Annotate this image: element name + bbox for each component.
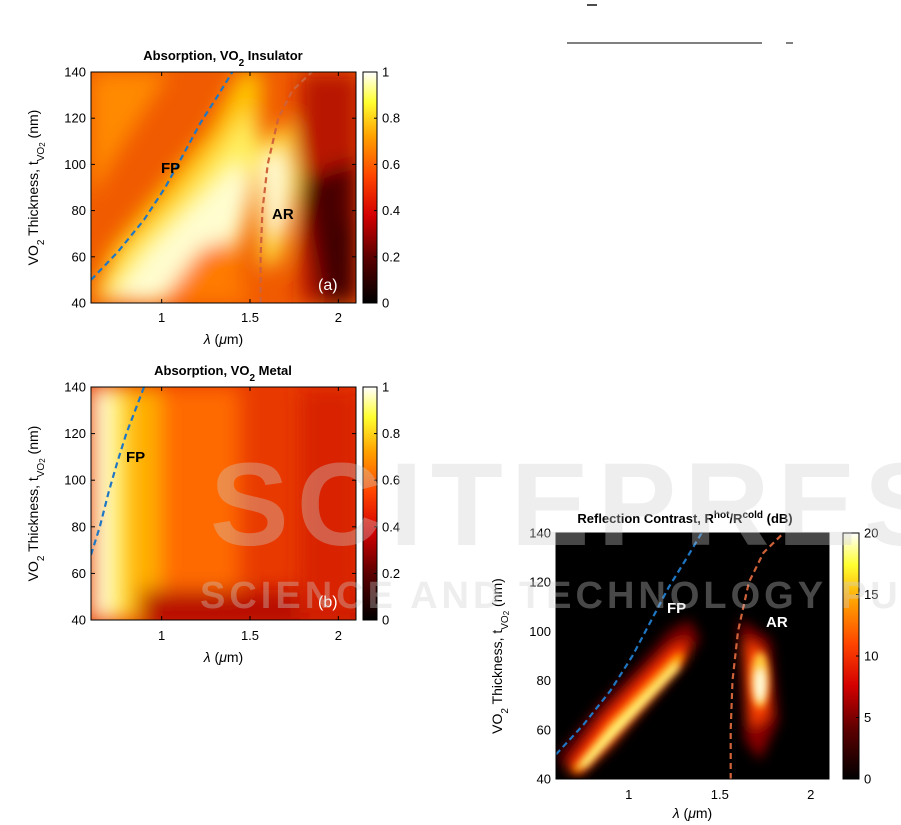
colorbar-tick-label: 0.6 [382, 157, 400, 172]
annotation-a-ar: AR [272, 206, 294, 223]
ytick-label: 40 [72, 296, 86, 311]
plot-frame-a [90, 71, 357, 304]
heatmap-b [91, 387, 356, 620]
panel-label-b: (b) [318, 594, 338, 611]
xtick-label: 1.5 [711, 787, 729, 802]
ytick-label: 40 [72, 613, 86, 628]
heatmap-c [556, 533, 829, 779]
ytick-label: 60 [72, 566, 86, 581]
ytick-label: 80 [72, 519, 86, 534]
ytick-label: 80 [537, 673, 551, 688]
colorbar-tick-label: 0 [864, 772, 871, 787]
curve-c-ar [729, 533, 785, 779]
xtick-label: 2 [807, 787, 814, 802]
ytick-label: 80 [72, 203, 86, 218]
colorbar-tick-label: 0.2 [382, 566, 400, 581]
ytick-label: 120 [64, 111, 86, 126]
colorbar-tick-label: 0.8 [382, 426, 400, 441]
colorbar-tick-label: 0.8 [382, 111, 400, 126]
colorbar-b [362, 386, 378, 621]
plot-frame-b [90, 386, 357, 621]
colorbar-tick-label: 5 [864, 710, 871, 725]
xtick-label: 1 [625, 787, 632, 802]
colorbar-tick-label: 0.6 [382, 473, 400, 488]
colorbar-tick-label: 20 [864, 526, 878, 541]
colorbar-tick-label: 1 [382, 380, 389, 395]
colorbar-tick-label: 0.2 [382, 249, 400, 264]
watermark-sub: SCIENCE AND TECHNOLOGY PUBLICATIONS [200, 575, 901, 617]
colorbar-tick-label: 15 [864, 587, 878, 602]
watermark-main: SCITEPRESS [210, 439, 901, 571]
chart-title-b: Absorption, VO2 Metal [154, 363, 292, 384]
colorbar-tick-label: 10 [864, 649, 878, 664]
xtick-label: 1.5 [241, 628, 259, 643]
colorbar-tick-label: 0.4 [382, 203, 400, 218]
plot-frame-c [555, 532, 830, 780]
panel-label-a: (a) [318, 277, 338, 294]
colorbar-a [362, 71, 378, 304]
annotation-c-fp: FP [667, 600, 686, 617]
annotation-a-fp: FP [161, 160, 180, 177]
y-axis-label-c: VO2 Thickness, tVO2 (nm) [489, 578, 511, 734]
annotation-c-ar: AR [766, 614, 788, 631]
colorbar-tick-label: 0 [382, 296, 389, 311]
x-axis-label-c: λ (μm) [672, 805, 712, 821]
chart-a: 40 60 80 100 120 140 1 1.5 2 Absorption, VO2 Insu… [25, 48, 400, 347]
heatmap-a [91, 72, 356, 303]
ytick-label: 140 [64, 65, 86, 80]
ytick-label: 40 [537, 772, 551, 787]
chart-title-a: Absorption, VO2 Insulator [143, 48, 302, 69]
annotation-b-fp: FP [126, 449, 145, 466]
colorbar-tick-label: 0.4 [382, 519, 400, 534]
xtick-label: 2 [335, 310, 342, 325]
curve-a-fp [91, 72, 234, 281]
ytick-label: 140 [64, 380, 86, 395]
ytick-label: 140 [529, 526, 551, 541]
xtick-label: 1 [158, 628, 165, 643]
curve-c-fp [556, 533, 703, 756]
ytick-label: 100 [529, 624, 551, 639]
x-axis-label-a: λ (μm) [203, 331, 243, 347]
y-axis-label-a: VO2 Thickness, tVO2 (nm) [25, 110, 47, 266]
chart-b: 40 60 80 100 120 140 1 1.5 2 Absorption, VO2 Meta… [25, 363, 400, 665]
curve-b-fp [91, 387, 146, 556]
x-axis-label-b: λ (μm) [203, 649, 243, 665]
colorbar-tick-label: 1 [382, 65, 389, 80]
y-axis-label-b: VO2 Thickness, tVO2 (nm) [25, 426, 47, 582]
ytick-label: 60 [72, 249, 86, 264]
chart-title-c: Reflection Contrast, Rhot/Rcold (dB) [577, 510, 792, 527]
ytick-label: 100 [64, 157, 86, 172]
xtick-label: 2 [335, 628, 342, 643]
ytick-label: 120 [64, 426, 86, 441]
ytick-label: 100 [64, 473, 86, 488]
ytick-label: 60 [537, 722, 551, 737]
xtick-label: 1.5 [241, 310, 259, 325]
xtick-label: 1 [158, 310, 165, 325]
ytick-label: 120 [529, 575, 551, 590]
colorbar-tick-label: 0 [382, 613, 389, 628]
